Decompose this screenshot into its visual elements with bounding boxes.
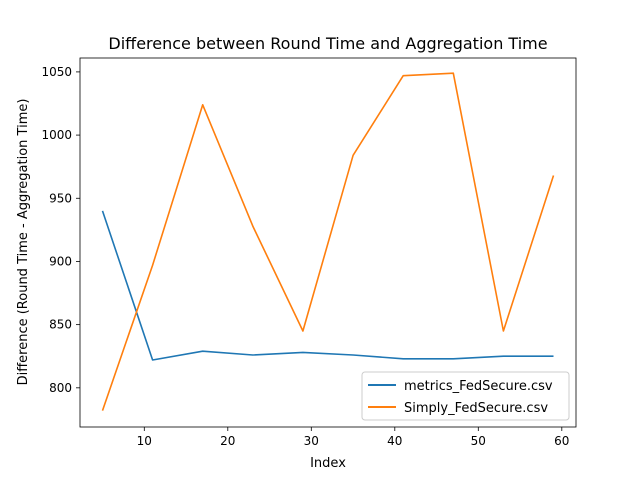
y-axis-label: Difference (Round Time - Aggregation Tim… bbox=[16, 99, 31, 386]
y-tick-label: 950 bbox=[49, 191, 72, 205]
series-line-1 bbox=[101, 72, 555, 411]
x-tick-label: 30 bbox=[304, 434, 319, 448]
y-tick-label: 800 bbox=[49, 381, 72, 395]
legend: metrics_FedSecure.csv Simply_FedSecure.c… bbox=[361, 371, 570, 421]
legend-box bbox=[361, 371, 570, 421]
series-line-0 bbox=[101, 210, 554, 361]
chart-title: Difference between Round Time and Aggreg… bbox=[108, 34, 547, 53]
legend-label-simply: Simply_FedSecure.csv bbox=[404, 401, 548, 416]
x-axis: 10 20 30 40 50 60 bbox=[137, 427, 569, 448]
x-tick-label: 20 bbox=[220, 434, 235, 448]
legend-label-metrics: metrics_FedSecure.csv bbox=[404, 379, 553, 394]
y-axis: 800 850 900 950 1000 1050 bbox=[41, 65, 80, 395]
x-tick-label: 60 bbox=[554, 434, 569, 448]
x-tick-label: 50 bbox=[471, 434, 486, 448]
y-tick-label: 1050 bbox=[41, 65, 72, 79]
y-tick-label: 1000 bbox=[41, 128, 72, 142]
x-tick-label: 10 bbox=[137, 434, 152, 448]
y-tick-label: 900 bbox=[49, 254, 72, 268]
x-axis-label: Index bbox=[310, 456, 346, 471]
axes-frame bbox=[79, 57, 577, 428]
x-tick-label: 40 bbox=[387, 434, 402, 448]
y-tick-label: 850 bbox=[49, 318, 72, 332]
plot-lines bbox=[101, 72, 555, 411]
